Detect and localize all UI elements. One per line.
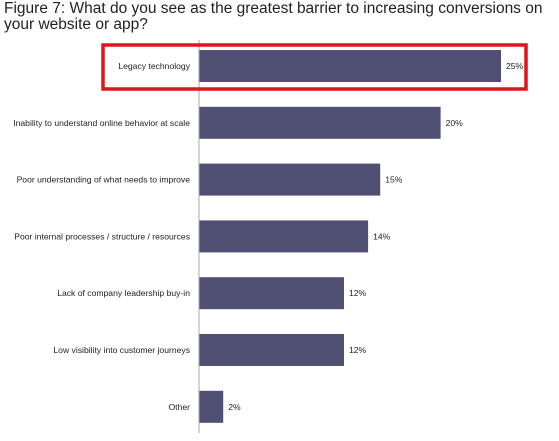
- bars-layer: [199, 50, 501, 423]
- bar: [199, 277, 344, 310]
- labels-layer: Legacy technology 25% Inability to underst…: [13, 61, 523, 412]
- value-label: 25%: [506, 61, 524, 71]
- value-label: 20%: [446, 118, 464, 128]
- bar: [199, 106, 441, 139]
- category-label: Poor internal processes / structure / re…: [14, 231, 190, 241]
- value-label: 12%: [349, 345, 367, 355]
- value-label: 14%: [373, 231, 391, 241]
- bar: [199, 390, 224, 423]
- category-label: Legacy technology: [118, 61, 190, 71]
- category-label: Lack of company leadership buy-in: [57, 288, 190, 298]
- bar: [199, 220, 369, 253]
- chart-title: Figure 7: What do you see as the greates…: [4, 0, 543, 33]
- bar: [199, 50, 501, 82]
- highlight-box: [101, 43, 528, 91]
- bar: [199, 334, 344, 366]
- value-label: 2%: [228, 402, 241, 412]
- category-label: Low visibility into customer journeys: [53, 345, 190, 355]
- category-label: Inability to understand online behavior …: [13, 118, 190, 128]
- category-label: Poor understanding of what needs to impr…: [17, 175, 191, 185]
- value-label: 12%: [349, 288, 367, 298]
- bar: [199, 163, 381, 196]
- value-label: 15%: [385, 175, 403, 185]
- category-label: Other: [169, 402, 191, 412]
